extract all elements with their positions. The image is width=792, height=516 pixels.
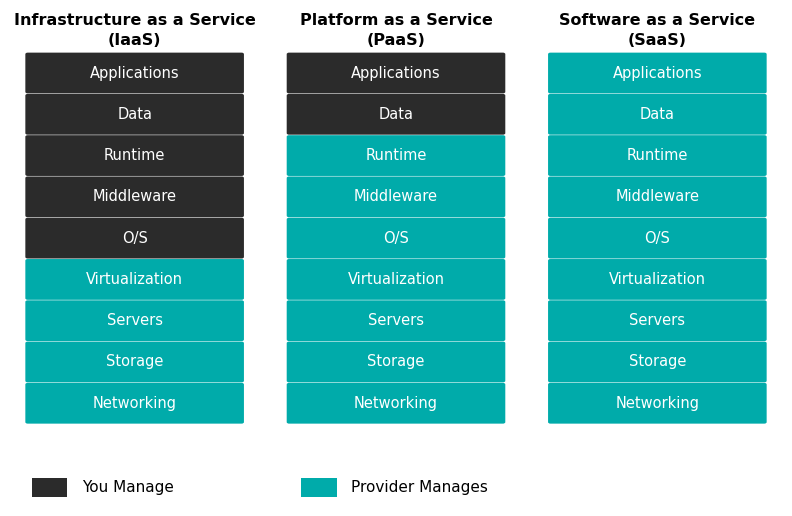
FancyBboxPatch shape bbox=[548, 342, 767, 382]
FancyBboxPatch shape bbox=[287, 259, 505, 300]
FancyBboxPatch shape bbox=[548, 218, 767, 259]
FancyBboxPatch shape bbox=[548, 176, 767, 217]
Text: Software as a Service
(SaaS): Software as a Service (SaaS) bbox=[559, 13, 756, 47]
Text: Servers: Servers bbox=[368, 313, 424, 328]
FancyBboxPatch shape bbox=[287, 94, 505, 135]
Text: Applications: Applications bbox=[89, 66, 180, 80]
FancyBboxPatch shape bbox=[548, 300, 767, 341]
FancyBboxPatch shape bbox=[25, 342, 244, 382]
FancyBboxPatch shape bbox=[548, 94, 767, 135]
Text: Networking: Networking bbox=[615, 396, 699, 411]
Text: Data: Data bbox=[379, 107, 413, 122]
FancyBboxPatch shape bbox=[25, 218, 244, 259]
Text: Networking: Networking bbox=[93, 396, 177, 411]
Text: Virtualization: Virtualization bbox=[86, 272, 183, 287]
FancyBboxPatch shape bbox=[287, 176, 505, 217]
Text: Data: Data bbox=[117, 107, 152, 122]
FancyBboxPatch shape bbox=[287, 135, 505, 176]
Text: O/S: O/S bbox=[645, 231, 670, 246]
FancyBboxPatch shape bbox=[287, 218, 505, 259]
Text: Storage: Storage bbox=[367, 354, 425, 369]
FancyBboxPatch shape bbox=[548, 135, 767, 176]
FancyBboxPatch shape bbox=[25, 176, 244, 217]
Text: You Manage: You Manage bbox=[82, 480, 173, 495]
Text: Servers: Servers bbox=[630, 313, 685, 328]
FancyBboxPatch shape bbox=[32, 478, 67, 497]
Text: Storage: Storage bbox=[629, 354, 686, 369]
Text: Middleware: Middleware bbox=[354, 189, 438, 204]
FancyBboxPatch shape bbox=[25, 53, 244, 93]
FancyBboxPatch shape bbox=[25, 94, 244, 135]
Text: Virtualization: Virtualization bbox=[348, 272, 444, 287]
Text: Storage: Storage bbox=[106, 354, 163, 369]
Text: Middleware: Middleware bbox=[615, 189, 699, 204]
Text: O/S: O/S bbox=[122, 231, 147, 246]
Text: Servers: Servers bbox=[107, 313, 162, 328]
FancyBboxPatch shape bbox=[548, 53, 767, 93]
Text: Middleware: Middleware bbox=[93, 189, 177, 204]
Text: Applications: Applications bbox=[612, 66, 703, 80]
Text: Runtime: Runtime bbox=[365, 148, 427, 163]
Text: Platform as a Service
(PaaS): Platform as a Service (PaaS) bbox=[299, 13, 493, 47]
FancyBboxPatch shape bbox=[301, 478, 337, 497]
Text: Virtualization: Virtualization bbox=[609, 272, 706, 287]
Text: Applications: Applications bbox=[351, 66, 441, 80]
Text: Networking: Networking bbox=[354, 396, 438, 411]
FancyBboxPatch shape bbox=[287, 300, 505, 341]
Text: O/S: O/S bbox=[383, 231, 409, 246]
FancyBboxPatch shape bbox=[548, 259, 767, 300]
FancyBboxPatch shape bbox=[25, 259, 244, 300]
Text: Data: Data bbox=[640, 107, 675, 122]
FancyBboxPatch shape bbox=[25, 135, 244, 176]
FancyBboxPatch shape bbox=[287, 383, 505, 424]
FancyBboxPatch shape bbox=[287, 342, 505, 382]
FancyBboxPatch shape bbox=[287, 53, 505, 93]
FancyBboxPatch shape bbox=[548, 383, 767, 424]
Text: Infrastructure as a Service
(IaaS): Infrastructure as a Service (IaaS) bbox=[13, 13, 256, 47]
FancyBboxPatch shape bbox=[25, 300, 244, 341]
Text: Provider Manages: Provider Manages bbox=[351, 480, 488, 495]
FancyBboxPatch shape bbox=[25, 383, 244, 424]
Text: Runtime: Runtime bbox=[104, 148, 166, 163]
Text: Runtime: Runtime bbox=[626, 148, 688, 163]
